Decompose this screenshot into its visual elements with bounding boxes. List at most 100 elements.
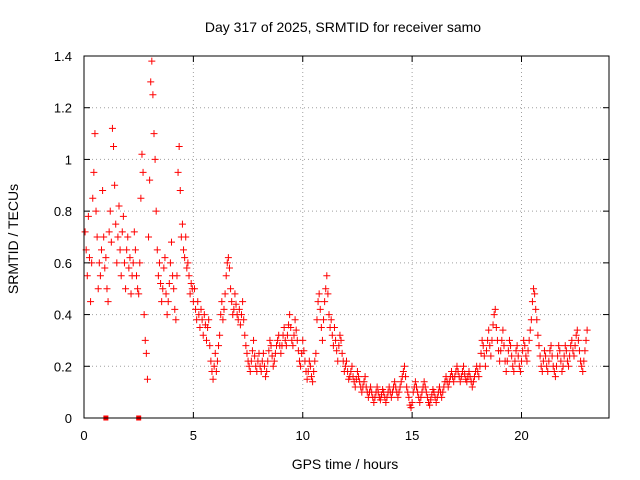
data-point [259,349,267,357]
data-point [232,300,240,308]
y-tick-label: 1.2 [54,101,72,116]
data-point [104,298,112,306]
data-point [281,336,289,344]
data-point [524,347,532,355]
data-point [116,246,124,254]
data-point [87,298,95,306]
data-point [407,404,415,412]
data-point [270,357,278,365]
data-point [215,342,223,350]
data-point [262,373,270,381]
data-point [142,349,150,357]
data-point [292,326,300,334]
data-point [427,396,435,404]
data-point [159,285,167,293]
data-point [200,311,208,319]
data-point [579,367,587,375]
data-point [343,357,350,365]
data-point [143,375,151,383]
data-point [118,228,126,236]
data-point [511,357,519,365]
data-point [162,290,170,298]
data-point [574,336,582,344]
data-point [147,78,155,86]
data-point [348,362,356,370]
data-point [166,259,174,267]
data-point [141,336,149,344]
data-point [583,326,591,334]
data-point [186,290,194,298]
data-point [106,207,114,215]
data-point [391,378,399,386]
data-point [311,357,319,365]
data-point [556,347,564,355]
data-point [136,259,144,267]
data-point [308,373,315,381]
data-point [557,357,565,365]
data-point [170,285,178,293]
data-point [172,316,180,324]
data-point [286,311,294,319]
x-tick-label: 10 [296,428,310,443]
data-point [500,342,508,350]
data-point [124,233,132,241]
data-point [133,272,140,280]
data-point [185,272,193,280]
y-tick-label: 0.4 [54,308,72,323]
data-point [89,194,97,202]
data-point [206,342,214,350]
y-tick-label: 1 [65,152,72,167]
data-point [396,383,404,391]
data-point [503,357,511,365]
x-tick-labels: 0 5 10 15 20 [80,428,528,443]
data-point [99,186,107,194]
data-point [460,362,468,370]
data-point [328,331,336,339]
data-point [376,396,384,404]
data-point [246,367,254,375]
data-point [117,272,125,280]
data-point [145,233,153,241]
data-point [182,233,190,241]
data-point [547,342,555,350]
data-point [309,378,317,386]
data-point [323,272,331,280]
data-point [558,367,566,375]
data-point [513,342,521,350]
data-point [324,290,332,298]
data-point [224,254,232,262]
y-tick-label: 0.6 [54,256,72,271]
data-point [240,316,248,324]
data-point [573,326,581,334]
data-point [405,393,413,401]
data-point [475,373,483,381]
data-point [523,357,531,365]
data-point [297,362,305,370]
data-point [554,352,562,360]
data-point [283,331,291,339]
data-point [483,347,490,355]
data-point [413,383,420,391]
data-point [316,305,324,313]
data-point [444,383,452,391]
data-point [220,305,228,313]
data-point [183,264,191,272]
data-point [98,246,105,254]
data-point [403,383,411,391]
data-point [330,324,338,331]
data-point [245,362,253,370]
data-point [581,347,589,355]
data-point [216,331,224,339]
data-point [198,316,206,324]
data-point [492,324,500,331]
data-point [465,367,473,375]
data-point [522,352,530,360]
data-point [164,298,172,306]
data-point [514,352,522,360]
data-point [207,357,215,365]
data-point [335,342,343,350]
data-point [93,233,101,241]
data-point [127,290,135,298]
data-point [174,168,182,176]
data-point [327,316,335,324]
